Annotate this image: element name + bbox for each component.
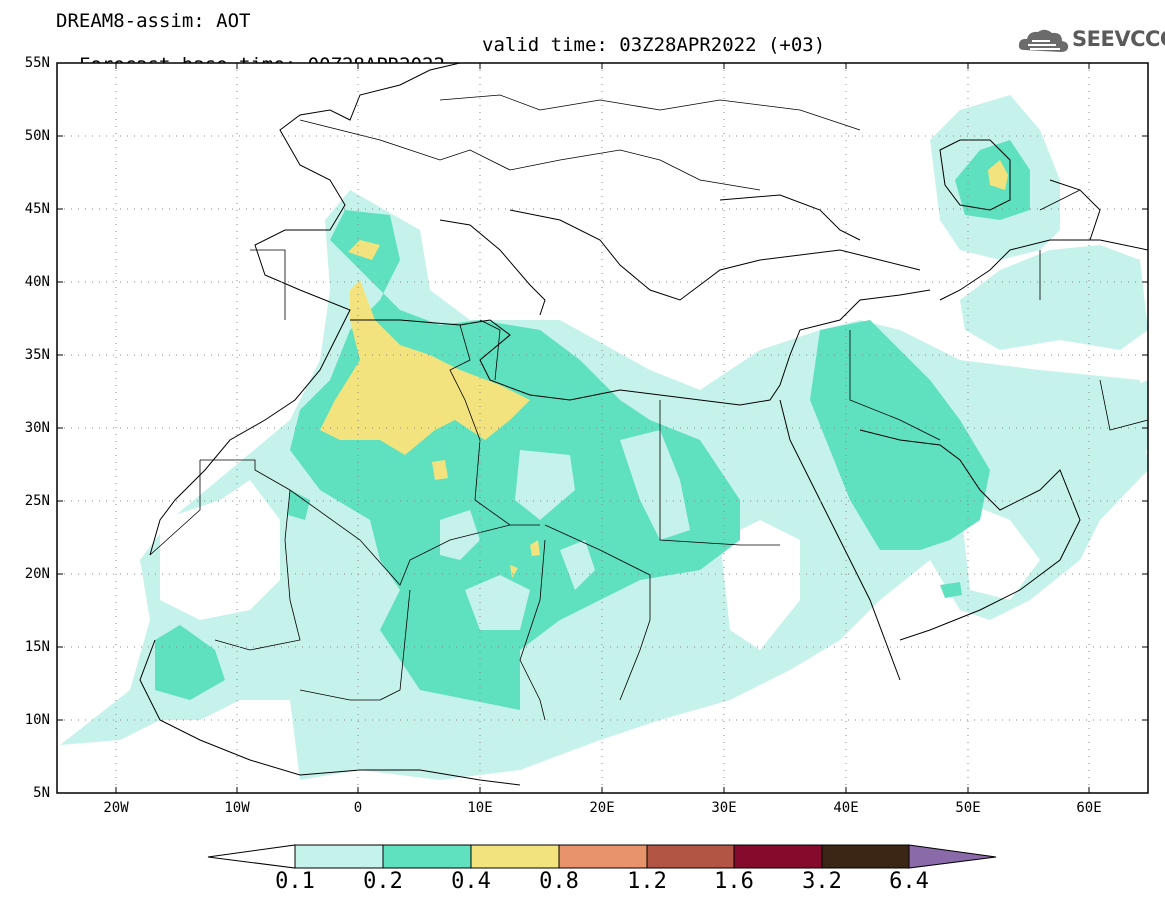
lon-label: 20W xyxy=(103,800,129,816)
axis-ticks xyxy=(57,62,1148,794)
lat-label: 30N xyxy=(24,420,50,436)
lon-label: 10E xyxy=(467,800,493,816)
aot-clear-patches xyxy=(160,480,1040,650)
cloud-logo-icon xyxy=(1018,29,1069,52)
seevccc-logo: SEEVCCC xyxy=(1016,24,1165,58)
graticule xyxy=(57,63,1148,793)
lat-label: 20N xyxy=(24,566,50,582)
lon-label: 50E xyxy=(955,800,981,816)
lon-label: 60E xyxy=(1076,800,1102,816)
colorbar-label: 6.4 xyxy=(889,869,929,894)
colorbar-label: 0.1 xyxy=(275,869,315,894)
logo-text: SEEVCCC xyxy=(1072,27,1165,51)
aot-fields xyxy=(60,63,1148,786)
lat-label: 35N xyxy=(24,347,50,363)
colorbar-label: 0.4 xyxy=(451,869,491,894)
valid-time: valid time: 03Z28APR2022 (+03) xyxy=(482,34,826,56)
aot-level-0.4 xyxy=(320,160,1008,578)
lat-label: 25N xyxy=(24,493,50,509)
lat-label: 50N xyxy=(24,128,50,144)
lat-label: 55N xyxy=(24,55,50,71)
lon-label: 40E xyxy=(833,800,859,816)
lat-label: 5N xyxy=(33,785,50,801)
lat-label: 45N xyxy=(24,201,50,217)
coastlines xyxy=(139,63,1148,786)
lat-label: 10N xyxy=(24,712,50,728)
colorbar-label: 1.2 xyxy=(627,869,667,894)
lon-label: 10W xyxy=(224,800,250,816)
lat-label: 40N xyxy=(24,274,50,290)
lat-label: 15N xyxy=(24,639,50,655)
colorbar-label: 1.6 xyxy=(714,869,754,894)
lon-label: 20E xyxy=(589,800,615,816)
lon-label: 0 xyxy=(353,800,363,816)
colorbar-label: 0.2 xyxy=(363,869,403,894)
aot-inner-patches xyxy=(440,430,690,630)
map-title: DREAM8-assim: AOT xyxy=(56,10,251,32)
lon-label: 30E xyxy=(711,800,737,816)
country-borders xyxy=(149,94,1148,721)
colorbar-label: 0.8 xyxy=(539,869,579,894)
colorbar-label: 3.2 xyxy=(802,869,842,894)
